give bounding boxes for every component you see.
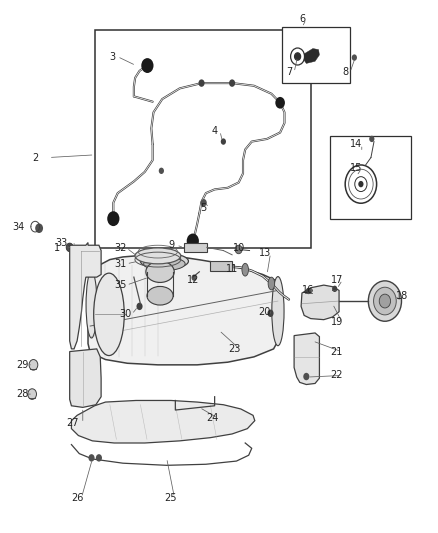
- Text: 7: 7: [286, 68, 292, 77]
- Circle shape: [141, 58, 153, 73]
- Circle shape: [137, 303, 143, 310]
- Text: 11: 11: [226, 264, 238, 274]
- Polygon shape: [70, 349, 101, 407]
- Text: 28: 28: [16, 389, 29, 399]
- Bar: [283, 27, 350, 83]
- Text: 14: 14: [350, 139, 363, 149]
- Polygon shape: [71, 400, 255, 443]
- Circle shape: [235, 245, 242, 254]
- Text: 13: 13: [259, 248, 271, 258]
- Text: 12: 12: [187, 275, 199, 285]
- Text: 26: 26: [71, 492, 83, 503]
- Ellipse shape: [242, 263, 248, 276]
- Text: 24: 24: [206, 413, 219, 423]
- Polygon shape: [301, 285, 339, 320]
- Ellipse shape: [268, 277, 275, 290]
- Text: 21: 21: [331, 346, 343, 357]
- Text: 16: 16: [302, 286, 314, 295]
- Circle shape: [221, 139, 226, 145]
- Text: 22: 22: [331, 370, 343, 381]
- Circle shape: [369, 136, 374, 142]
- Text: 4: 4: [212, 126, 218, 136]
- Text: 20: 20: [259, 306, 271, 317]
- Text: 23: 23: [228, 344, 240, 354]
- Circle shape: [35, 223, 43, 233]
- Polygon shape: [68, 243, 101, 349]
- Polygon shape: [88, 256, 278, 365]
- Text: 19: 19: [331, 317, 343, 327]
- Ellipse shape: [144, 257, 185, 270]
- Bar: [330, 136, 411, 219]
- Circle shape: [268, 310, 274, 317]
- Ellipse shape: [135, 248, 181, 264]
- Text: 17: 17: [331, 275, 343, 285]
- Text: 6: 6: [299, 14, 305, 25]
- Text: 15: 15: [350, 163, 363, 173]
- Circle shape: [358, 181, 364, 187]
- Text: 35: 35: [115, 280, 127, 290]
- Text: 31: 31: [115, 259, 127, 269]
- Circle shape: [229, 79, 235, 87]
- Text: 2: 2: [32, 152, 39, 163]
- Ellipse shape: [141, 253, 188, 269]
- Ellipse shape: [146, 261, 174, 282]
- Polygon shape: [304, 49, 319, 63]
- Circle shape: [374, 287, 396, 315]
- Text: 18: 18: [396, 290, 409, 301]
- Circle shape: [96, 454, 102, 462]
- Circle shape: [191, 274, 197, 281]
- Circle shape: [368, 281, 402, 321]
- Polygon shape: [294, 333, 319, 384]
- Text: 5: 5: [201, 203, 207, 213]
- Ellipse shape: [94, 273, 124, 356]
- Text: 33: 33: [56, 238, 68, 247]
- Polygon shape: [184, 243, 207, 252]
- Text: 32: 32: [115, 243, 127, 253]
- Circle shape: [276, 97, 285, 109]
- Circle shape: [187, 233, 199, 248]
- Text: 1: 1: [53, 243, 60, 253]
- Circle shape: [332, 286, 337, 292]
- Text: 10: 10: [233, 243, 245, 253]
- Circle shape: [29, 360, 38, 370]
- Text: 25: 25: [165, 492, 177, 503]
- Text: 8: 8: [343, 68, 349, 77]
- Circle shape: [66, 243, 73, 252]
- Circle shape: [159, 167, 164, 174]
- Circle shape: [198, 79, 205, 87]
- Polygon shape: [210, 261, 232, 271]
- Ellipse shape: [147, 286, 173, 305]
- Bar: [95, 30, 311, 248]
- Ellipse shape: [272, 277, 284, 346]
- Circle shape: [379, 294, 391, 308]
- Text: 9: 9: [168, 240, 174, 250]
- Circle shape: [306, 288, 311, 294]
- Text: 3: 3: [109, 52, 115, 61]
- Text: 29: 29: [16, 360, 29, 370]
- Circle shape: [107, 211, 120, 226]
- Circle shape: [294, 53, 300, 60]
- Circle shape: [303, 373, 309, 380]
- Ellipse shape: [86, 271, 97, 338]
- Circle shape: [352, 54, 357, 61]
- Circle shape: [88, 454, 95, 462]
- Text: 34: 34: [12, 222, 24, 232]
- Text: 30: 30: [119, 309, 131, 319]
- Circle shape: [201, 199, 207, 206]
- Text: 27: 27: [67, 418, 79, 429]
- Circle shape: [28, 389, 36, 399]
